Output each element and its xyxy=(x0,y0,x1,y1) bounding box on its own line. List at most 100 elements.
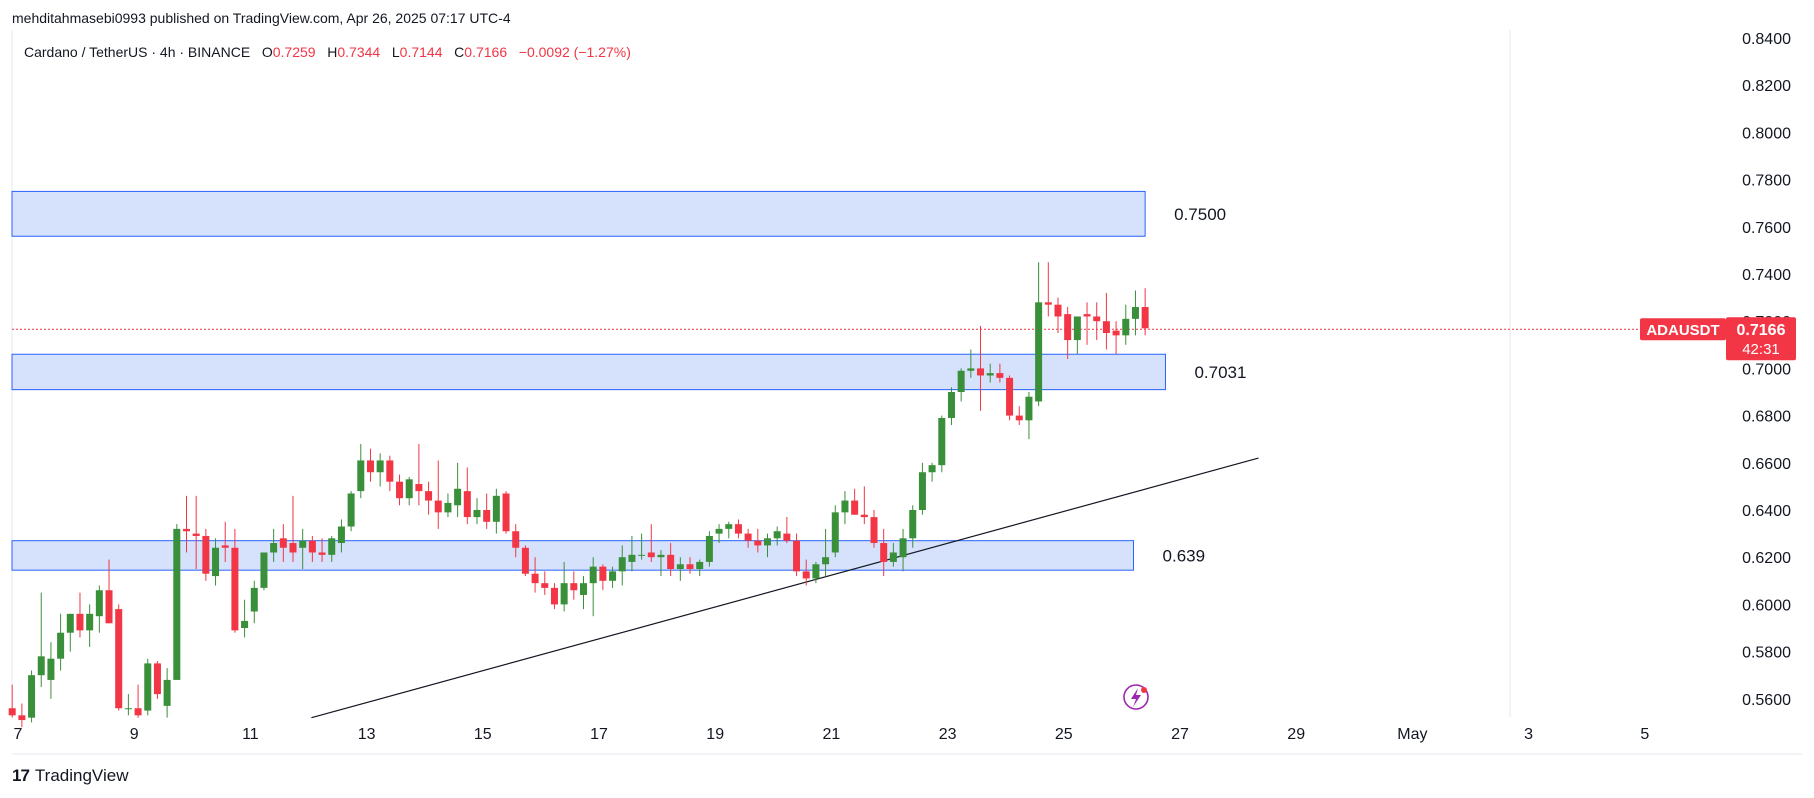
open-label: O xyxy=(261,44,273,60)
candle-body xyxy=(831,512,839,553)
candle-body xyxy=(938,417,946,466)
x-tick-label: 19 xyxy=(706,726,724,743)
candle-body xyxy=(647,552,655,558)
low-label: L xyxy=(391,44,400,60)
candle-body xyxy=(996,373,1004,378)
candle-body xyxy=(8,708,16,716)
candle-body xyxy=(454,488,462,506)
candle-body xyxy=(260,552,268,588)
candle-body xyxy=(763,538,771,546)
candle-body xyxy=(734,524,742,534)
candle-body xyxy=(1054,304,1062,317)
candle-body xyxy=(212,547,220,577)
candle-body xyxy=(86,613,94,631)
trendline xyxy=(311,457,1259,719)
candle-body xyxy=(18,715,26,721)
x-tick-label: 15 xyxy=(474,726,492,743)
high-label: H xyxy=(327,44,338,60)
zone-label-2: 0.639 xyxy=(1163,546,1206,565)
candle-body xyxy=(889,552,897,562)
candle-body xyxy=(124,708,132,710)
x-tick-label: 7 xyxy=(14,726,23,743)
candle-body xyxy=(376,460,384,473)
notification-dot xyxy=(1141,687,1147,693)
candle-body xyxy=(279,538,287,548)
x-tick-label: 27 xyxy=(1171,726,1189,743)
candle-body xyxy=(531,573,539,584)
zone-label-1: 0.7031 xyxy=(1194,363,1246,382)
candle-body xyxy=(977,368,985,376)
candle-body xyxy=(870,517,878,544)
candle-body xyxy=(696,561,704,569)
candle-body xyxy=(715,528,723,534)
candle-body xyxy=(231,547,239,631)
candle-body xyxy=(47,658,55,680)
tradingview-logo-icon: 17 xyxy=(12,766,30,785)
candle-body xyxy=(76,613,84,631)
candle-body xyxy=(28,675,36,718)
candle-body xyxy=(754,540,762,546)
candle-body xyxy=(1112,330,1120,336)
candle-body xyxy=(783,533,791,541)
x-tick-label: 11 xyxy=(242,726,259,743)
candle-body xyxy=(202,535,210,574)
y-tick-label: 0.6600 xyxy=(1742,456,1791,473)
candle-body xyxy=(657,554,665,558)
candle-body xyxy=(957,370,965,392)
candle-body xyxy=(299,540,307,548)
lightning-icon xyxy=(1123,684,1149,710)
candle-body xyxy=(308,540,316,553)
close-value: 0.7166 xyxy=(464,44,508,60)
candle-body xyxy=(1093,316,1101,322)
x-tick-label: 29 xyxy=(1287,726,1305,743)
symbol-tag-box xyxy=(1640,318,1726,341)
candle-body xyxy=(182,528,190,532)
published-by-text: mehditahmasebi0993 published on TradingV… xyxy=(12,10,511,26)
candle-body xyxy=(628,554,636,562)
brand-label: TradingView xyxy=(34,766,129,785)
candle-body xyxy=(541,583,549,588)
y-tick-label: 0.7000 xyxy=(1742,361,1791,378)
y-tick-label: 0.6000 xyxy=(1742,597,1791,614)
candle-body xyxy=(434,500,442,513)
candle-body xyxy=(1083,314,1091,317)
candle-body xyxy=(725,524,733,529)
candle-body xyxy=(153,663,161,695)
candle-body xyxy=(947,392,955,418)
low-value: 0.7144 xyxy=(399,44,443,60)
candle-body xyxy=(580,583,588,595)
candle-body xyxy=(1141,307,1149,329)
candle-body xyxy=(95,590,103,617)
y-tick-label: 0.7600 xyxy=(1742,220,1791,237)
candle-body xyxy=(415,484,423,492)
y-tick-label: 0.8000 xyxy=(1742,125,1791,142)
x-tick-label: 13 xyxy=(358,726,376,743)
candle-body xyxy=(744,533,752,541)
zone-box-2 xyxy=(11,540,1135,571)
candle-body xyxy=(328,538,336,555)
symbol-legend: Cardano / TetherUS · 4h · BINANCE O0.725… xyxy=(24,44,631,60)
candle-body xyxy=(386,460,394,482)
candle-body xyxy=(550,587,558,605)
y-tick-label: 0.6400 xyxy=(1742,503,1791,520)
y-tick-label: 0.5800 xyxy=(1742,645,1791,662)
candle-body xyxy=(560,583,568,605)
candle-body xyxy=(37,656,45,676)
x-tick-label: 23 xyxy=(939,726,957,743)
candle-body xyxy=(192,533,200,536)
candle-body xyxy=(667,554,675,569)
close-label: C xyxy=(454,44,465,60)
tradingview-brand[interactable]: 17 TradingView xyxy=(12,766,128,786)
candle-body xyxy=(241,620,249,628)
candle-body xyxy=(986,373,994,376)
candle-body xyxy=(1015,415,1023,421)
candle-body xyxy=(773,531,781,539)
symbol-name: Cardano / TetherUS · 4h · BINANCE xyxy=(24,44,251,60)
candle-body xyxy=(967,368,975,371)
zone-box-0 xyxy=(11,190,1146,237)
candle-body xyxy=(589,566,597,584)
candle-body xyxy=(163,679,171,706)
candle-body xyxy=(1035,302,1043,402)
candle-body xyxy=(618,557,626,572)
